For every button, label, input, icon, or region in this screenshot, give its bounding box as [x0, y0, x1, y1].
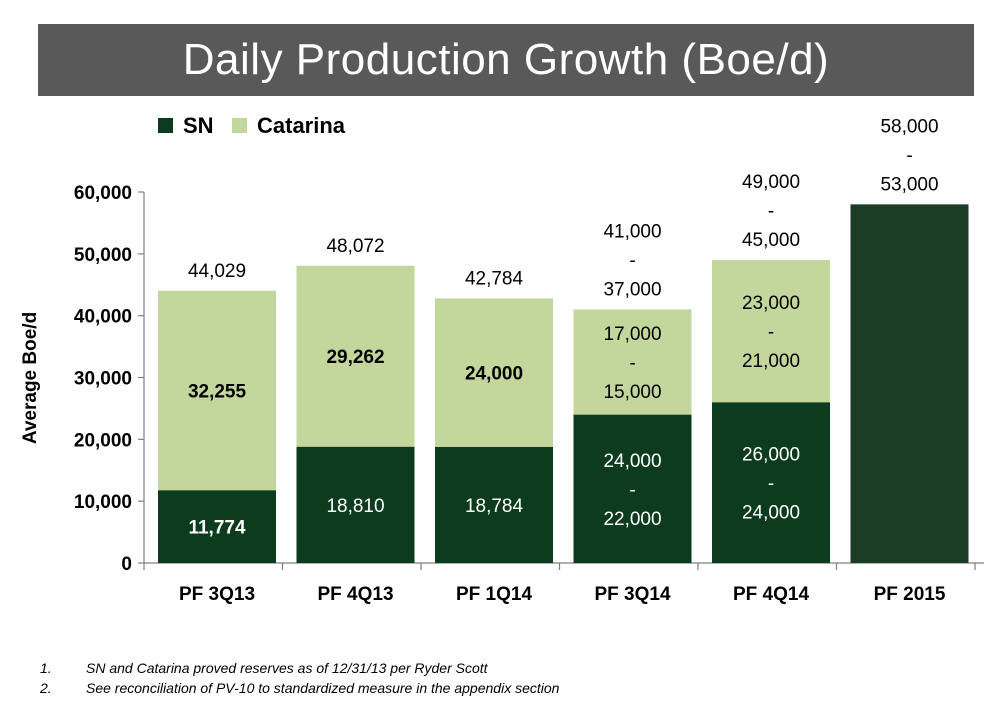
- bar-catarina: [158, 290, 276, 491]
- data-label-sn: 18,784: [465, 496, 524, 517]
- legend-label-catarina: Catarina: [257, 113, 346, 138]
- data-label-total: 48,072: [326, 236, 384, 257]
- bar-sn: [296, 446, 415, 563]
- x-tick-label: PF 3Q13: [179, 584, 255, 605]
- data-label-catarina: 29,262: [326, 347, 384, 368]
- legend-swatch-sn: [158, 118, 173, 133]
- data-label-sn: -: [768, 474, 774, 495]
- x-tick-label: PF 3Q14: [594, 584, 670, 605]
- bar-sn: [435, 446, 553, 563]
- footnote-text: SN and Catarina proved reserves as of 12…: [86, 660, 488, 676]
- data-label-total: -: [768, 201, 774, 222]
- data-label-total: 37,000: [603, 279, 661, 300]
- y-tick-label: 20,000: [74, 430, 132, 451]
- data-label-sn: 18,810: [326, 496, 384, 517]
- data-label-total: 49,000: [742, 172, 800, 193]
- x-tick-label: PF 4Q14: [733, 584, 809, 605]
- data-label-sn: 22,000: [603, 509, 661, 530]
- y-tick-label: 30,000: [74, 369, 132, 390]
- y-tick-label: 0: [121, 554, 132, 575]
- bar-sn: [712, 402, 830, 563]
- footnote: 2. See reconciliation of PV-10 to standa…: [40, 678, 940, 698]
- y-tick-label: 40,000: [74, 307, 132, 328]
- bar-sn: [573, 414, 692, 563]
- y-tick-label: 60,000: [74, 183, 132, 204]
- bar-sn: [158, 490, 276, 563]
- data-label-sn: 24,000: [742, 503, 800, 524]
- x-tick-label: PF 4Q13: [317, 584, 393, 605]
- footnotes: 1. SN and Catarina proved reserves as of…: [40, 658, 940, 698]
- data-label-total: 41,000: [603, 221, 661, 242]
- footnote-number: 2.: [40, 680, 52, 696]
- data-label-catarina: 15,000: [603, 382, 661, 403]
- y-tick-label: 10,000: [74, 492, 132, 513]
- data-label-total: 45,000: [742, 230, 800, 251]
- y-tick-label: 50,000: [74, 245, 132, 266]
- bar-catarina: [712, 260, 830, 403]
- x-tick-label: PF 1Q14: [456, 584, 532, 605]
- data-label-total: -: [906, 145, 912, 166]
- data-label-sn: 24,000: [603, 451, 661, 472]
- legend-label-sn: SN: [183, 113, 214, 138]
- bar-catarina: [435, 298, 553, 447]
- data-label-catarina: 17,000: [603, 324, 661, 345]
- bar-catarina: [573, 309, 692, 415]
- data-label-total: 44,029: [188, 261, 246, 282]
- x-tick-label: PF 2015: [874, 584, 946, 605]
- data-label-sn: 26,000: [742, 445, 800, 466]
- y-axis-label: Average Boe/d: [20, 312, 41, 444]
- bar-sn: [850, 204, 969, 563]
- data-label-catarina: 32,255: [188, 381, 247, 402]
- footnote-text: See reconciliation of PV-10 to standardi…: [86, 680, 560, 696]
- data-label-catarina: 24,000: [465, 364, 523, 385]
- data-label-total: 42,784: [465, 268, 524, 289]
- footnote: 1. SN and Catarina proved reserves as of…: [40, 658, 940, 678]
- data-label-catarina: -: [629, 353, 635, 374]
- data-label-catarina: -: [768, 322, 774, 343]
- chart-title: Daily Production Growth (Boe/d): [38, 24, 974, 96]
- bar-catarina: [296, 265, 415, 447]
- data-label-sn: -: [629, 480, 635, 501]
- data-label-total: -: [629, 250, 635, 271]
- footnote-number: 1.: [40, 660, 52, 676]
- legend-swatch-catarina: [232, 118, 247, 133]
- data-label-sn: 11,774: [188, 518, 245, 539]
- data-label-catarina: 21,000: [742, 351, 800, 372]
- data-label-total: 58,000: [880, 116, 938, 137]
- data-label-total: 53,000: [880, 174, 938, 195]
- data-label-catarina: 23,000: [742, 293, 800, 314]
